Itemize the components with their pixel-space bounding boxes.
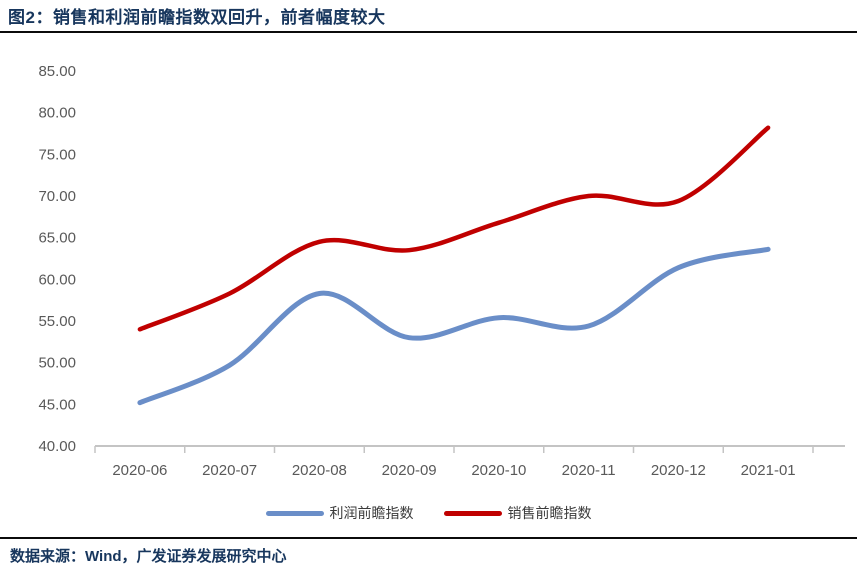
figure-title: 图2：销售和利润前瞻指数双回升，前者幅度较大 bbox=[8, 8, 386, 27]
title-divider bbox=[0, 31, 857, 33]
profit-index-line bbox=[137, 246, 771, 406]
x-axis-tick-label: 2020-11 bbox=[562, 462, 616, 479]
y-axis-tick-label: 75.00 bbox=[38, 146, 76, 163]
x-axis-tick-label: 2021-01 bbox=[741, 462, 796, 479]
y-axis-tick-label: 80.00 bbox=[38, 105, 76, 122]
legend-label-profit-index: 利润前瞻指数 bbox=[329, 505, 414, 521]
chart-legend: 利润前瞻指数 销售前瞻指数 bbox=[0, 503, 857, 523]
y-axis-tick-label: 65.00 bbox=[38, 230, 76, 247]
legend-label-sales-index: 销售前瞻指数 bbox=[507, 505, 592, 521]
y-axis-tick-label: 60.00 bbox=[38, 271, 76, 288]
x-axis-tick-label: 2020-06 bbox=[112, 462, 167, 479]
legend-item-sales-index: 销售前瞻指数 bbox=[443, 503, 592, 523]
footer-divider bbox=[0, 537, 857, 539]
x-axis-tick-label: 2020-10 bbox=[471, 462, 526, 479]
y-axis-tick-label: 55.00 bbox=[38, 313, 76, 330]
profit-line-swatch bbox=[265, 510, 324, 516]
x-axis-tick-label: 2020-09 bbox=[382, 462, 437, 479]
y-axis-tick-label: 45.00 bbox=[38, 396, 76, 413]
y-axis-tick-label: 50.00 bbox=[38, 355, 76, 372]
sales-index-line bbox=[137, 125, 771, 332]
x-axis-tick-label: 2020-08 bbox=[292, 462, 347, 479]
data-source: 数据来源：Wind，广发证券发展研究中心 bbox=[10, 548, 287, 565]
sales-line-swatch bbox=[443, 510, 502, 516]
legend-item-profit-index: 利润前瞻指数 bbox=[265, 503, 414, 523]
x-axis-tick-label: 2020-07 bbox=[202, 462, 257, 479]
y-axis-tick-label: 40.00 bbox=[38, 438, 76, 455]
x-axis-tick-label: 2020-12 bbox=[651, 462, 706, 479]
y-axis-tick-label: 85.00 bbox=[38, 63, 76, 80]
y-axis-tick-label: 70.00 bbox=[38, 188, 76, 205]
